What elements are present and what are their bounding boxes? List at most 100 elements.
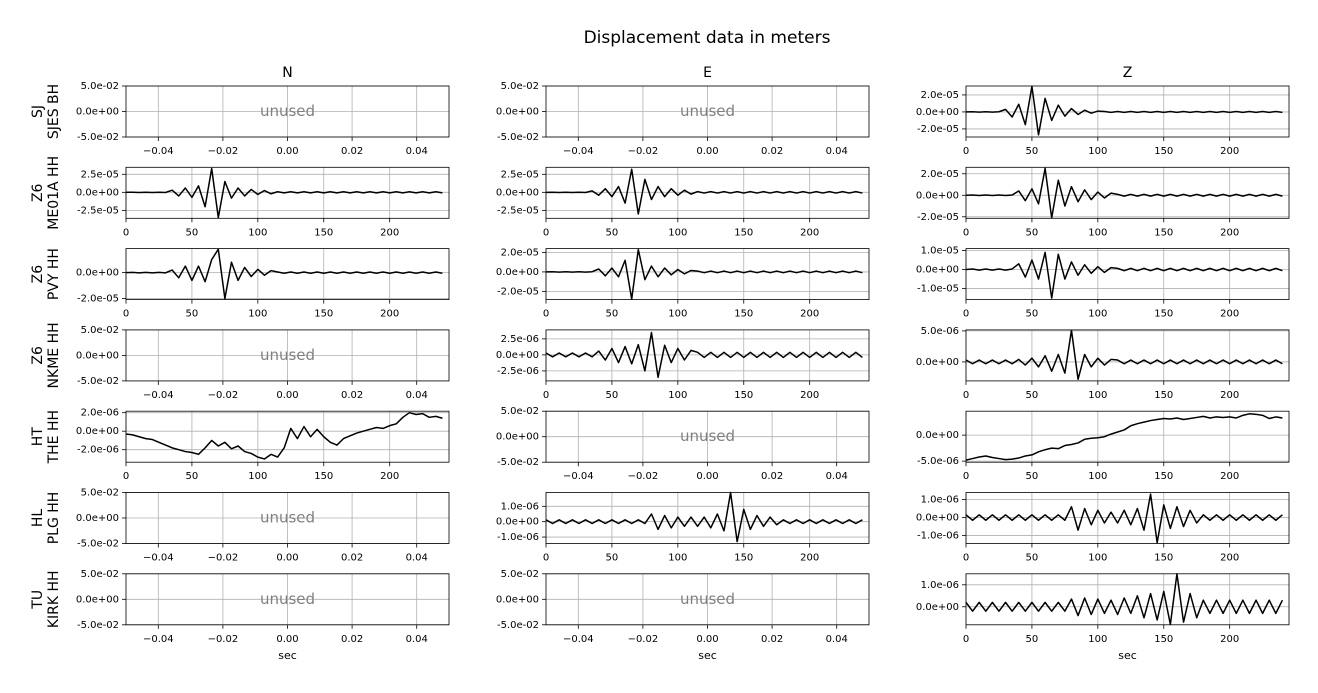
- x-tick-label: 200: [1220, 227, 1239, 238]
- y-tick-label: 0.0e+00: [916, 265, 959, 276]
- panel-frame: [125, 85, 450, 138]
- x-tick-label: 50: [606, 390, 619, 401]
- x-tick-label: 0: [123, 227, 129, 238]
- x-tick-label: 0.00: [696, 146, 718, 157]
- unused-note: unused: [260, 102, 315, 120]
- panel-frame: [125, 410, 450, 463]
- x-tick-label: 0: [963, 227, 969, 238]
- x-tick-label: 0.00: [696, 471, 718, 482]
- panel-frame: [125, 573, 450, 626]
- panel: 0 50 100 150 200 -2.0e-06 0.0e+00 2.0e-06: [76, 408, 450, 482]
- figure-title: Displacement data in meters: [584, 28, 831, 48]
- x-tick-label: 50: [186, 471, 199, 482]
- y-tick-label: -5.0e-02: [497, 620, 539, 631]
- x-tick-label: 0.02: [761, 634, 783, 645]
- unused-note: unused: [680, 427, 735, 445]
- y-tick-label: 2.5e-05: [81, 169, 119, 180]
- waveform: [545, 168, 863, 215]
- y-tick-label: -2.5e-06: [497, 366, 539, 377]
- y-tick-label: 0.0e+00: [916, 602, 959, 613]
- x-tick-label: 50: [186, 309, 199, 320]
- y-tick-label: 0.0e+00: [496, 517, 539, 528]
- x-tick-label: 200: [800, 227, 819, 238]
- waveform: [965, 251, 1283, 299]
- y-tick-label: 2.5e-06: [501, 334, 539, 345]
- x-tick-label: 50: [1026, 634, 1039, 645]
- x-tick-label: 200: [800, 309, 819, 320]
- row-station: SJES BH: [46, 84, 62, 139]
- x-tick-label: 150: [1154, 634, 1173, 645]
- unused-note: unused: [260, 509, 315, 527]
- x-tick-label: 0: [543, 227, 549, 238]
- x-tick-label: 0.04: [826, 471, 848, 482]
- panel-frame: [965, 85, 1290, 138]
- y-tick-label: 2.5e-05: [501, 169, 539, 180]
- x-tick-label: 150: [1154, 227, 1173, 238]
- panel: −0.04 −0.02 0.00 0.02 0.04 -5.0e-02 0.0e+00 5.0…: [76, 325, 450, 401]
- y-tick-label: 5.0e-02: [501, 406, 539, 417]
- y-tick-label: 0.0e+00: [916, 430, 959, 441]
- x-tick-label: 50: [606, 309, 619, 320]
- x-tick-label: 100: [1088, 390, 1107, 401]
- y-tick-label: 0.0e+00: [76, 513, 119, 524]
- x-tick-label: 100: [1088, 553, 1107, 564]
- x-tick-label: −0.02: [208, 390, 239, 401]
- unused-note: unused: [680, 102, 735, 120]
- x-tick-label: 0.04: [826, 146, 848, 157]
- x-tick-label: −0.02: [628, 146, 659, 157]
- waveform: [965, 573, 1284, 626]
- panel-frame: [545, 329, 870, 382]
- x-tick-label: 0: [123, 309, 129, 320]
- y-tick-label: -1.0e-06: [497, 532, 539, 543]
- y-tick-label: 0.0e+00: [916, 190, 959, 201]
- unused-note: unused: [260, 346, 315, 364]
- y-tick-label: -2.0e-05: [917, 124, 959, 135]
- y-tick-label: 1.0e-06: [921, 495, 959, 506]
- x-tick-label: 0: [963, 471, 969, 482]
- x-tick-label: 50: [1026, 553, 1039, 564]
- x-tick-label: 200: [1220, 309, 1239, 320]
- panel: 0 50 100 150 200 -2.0e-05 0.0e+00 2.0e-05: [916, 85, 1290, 157]
- y-tick-label: -2.0e-05: [77, 294, 119, 305]
- panel: 0 50 100 150 200 -2.0e-05 0.0e+00 2.0e-05: [916, 166, 1290, 238]
- panel-frame: [125, 166, 450, 219]
- waveform: [965, 85, 1283, 136]
- x-tick-label: 0.02: [341, 553, 363, 564]
- column-title: E: [703, 65, 712, 81]
- x-tick-label: 0: [123, 471, 129, 482]
- x-tick-label: 50: [1026, 390, 1039, 401]
- row-network: Z6: [30, 265, 46, 284]
- panel: 0 50 100 150 200 -1.0e-06 0.0e+00 1.0e-06: [496, 491, 870, 564]
- x-tick-label: 200: [800, 553, 819, 564]
- y-tick-label: 0.0e+00: [496, 594, 539, 605]
- y-tick-label: -1.0e-05: [917, 284, 959, 295]
- waveform: [125, 411, 443, 460]
- y-tick-label: -5.0e-02: [77, 132, 119, 143]
- x-tick-label: 200: [1220, 471, 1239, 482]
- panel: −0.04 −0.02 0.00 0.02 0.04 -5.0e-02 0.0e+00 5.0…: [76, 569, 450, 662]
- panel: 0 50 100 150 200 -2.0e-05 0.0e+00: [76, 248, 450, 320]
- x-tick-label: 200: [380, 309, 399, 320]
- waveform: [125, 167, 443, 219]
- x-tick-label: 50: [1026, 227, 1039, 238]
- y-tick-label: -2.5e-05: [77, 205, 119, 216]
- panel-frame: [545, 410, 870, 463]
- x-tick-label: 150: [1154, 309, 1173, 320]
- panel-frame: [125, 492, 450, 544]
- x-tick-label: −0.04: [143, 390, 174, 401]
- y-tick-label: 0.0e+00: [76, 350, 119, 361]
- row-network: Z6: [30, 183, 46, 202]
- row-network: SJ: [30, 105, 46, 118]
- panel: −0.04 −0.02 0.00 0.02 0.04 -5.0e-02 0.0e+00 5.0…: [496, 406, 870, 482]
- row-station: KIRK HH: [46, 570, 62, 628]
- y-tick-label: 0.0e+00: [76, 187, 119, 198]
- x-tick-label: 150: [1154, 553, 1173, 564]
- column-title: N: [282, 65, 292, 81]
- column-title: Z: [1123, 65, 1133, 81]
- y-tick-label: -1.0e-06: [917, 531, 959, 542]
- x-tick-label: 0.04: [406, 390, 428, 401]
- x-tick-label: 150: [314, 227, 333, 238]
- x-tick-label: 0.04: [406, 146, 428, 157]
- y-tick-label: -5.0e-02: [77, 539, 119, 550]
